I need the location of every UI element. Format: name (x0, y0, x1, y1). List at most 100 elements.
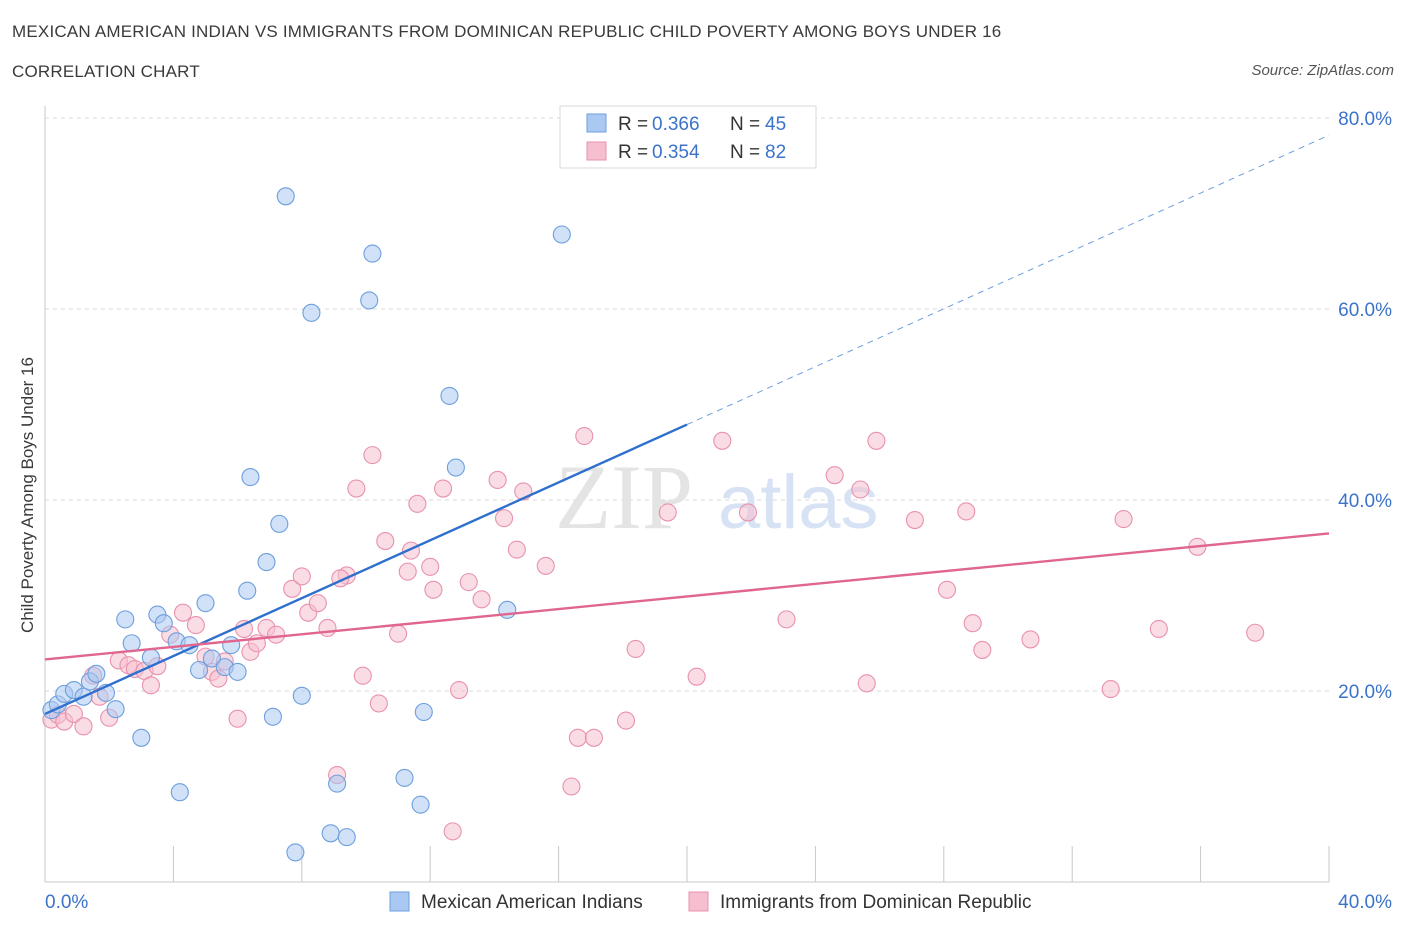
blue-point (411, 795, 430, 814)
pink-trendline (44, 532, 1330, 661)
stats-legend-r-label: R = (618, 114, 648, 135)
pink-point (488, 470, 507, 489)
pink-point (658, 503, 677, 522)
pink-point (443, 822, 462, 841)
pink-point (450, 680, 469, 700)
pink-point (318, 618, 337, 638)
tick-labels: 20.0% 40.0% 60.0% 80.0% 0.0% 40.0% (45, 109, 1392, 913)
pink-point (867, 431, 886, 450)
blue-point (328, 774, 347, 793)
blue-point (241, 468, 260, 487)
blue-point (360, 291, 379, 310)
pink-point (536, 556, 555, 575)
pink-point (963, 614, 982, 633)
pink-point (851, 480, 870, 499)
pink-point (616, 711, 636, 730)
pink-point (228, 709, 247, 728)
blue-point (154, 614, 173, 633)
pink-point (973, 640, 992, 659)
blue-point (337, 828, 356, 847)
pink-point (905, 511, 924, 530)
blue-point (132, 728, 151, 747)
blue-point (238, 581, 257, 600)
pink-point (398, 562, 417, 581)
blue-point (257, 553, 276, 572)
legend-label-pink: Immigrants from Dominican Republic (720, 892, 1032, 913)
pink-point (64, 704, 83, 723)
pink-point (738, 503, 758, 522)
pink-point (777, 610, 796, 629)
stats-legend-n-label: N = (730, 114, 760, 135)
trendlines (44, 134, 1330, 716)
pink-point (584, 728, 603, 747)
pink-point (1101, 680, 1120, 699)
blue-point (263, 707, 282, 726)
watermark-zip: ZIP (555, 446, 693, 548)
blue-point (276, 187, 295, 206)
series-legend: Mexican American Indians Immigrants from… (389, 891, 1032, 913)
stats-legend-blue-swatch (586, 113, 607, 133)
pink-point (1246, 623, 1265, 642)
legend-label-blue: Mexican American Indians (421, 892, 643, 913)
x-tick-label: 0.0% (45, 892, 88, 913)
pink-point (494, 509, 514, 528)
pink-point (173, 603, 193, 622)
pink-point (267, 625, 286, 644)
pink-point (575, 426, 594, 446)
blue-point (270, 514, 289, 533)
blue-point (302, 303, 321, 322)
blue-series-points (42, 187, 571, 862)
legend-swatch-pink (688, 891, 709, 912)
pink-point (1021, 630, 1040, 649)
pink-point (459, 573, 478, 592)
pink-point (507, 540, 526, 559)
pink-point (937, 580, 957, 599)
legend-swatch-blue (389, 891, 410, 912)
blue-trendline-extension (686, 134, 1330, 426)
pink-point (292, 567, 311, 586)
pink-point (1149, 619, 1168, 638)
pink-point (363, 446, 382, 465)
y-axis-label: Child Poverty Among Boys Under 16 (18, 357, 37, 633)
stats-legend-n-value: 45 (765, 114, 786, 135)
pink-series-points (42, 426, 1265, 841)
pink-point (957, 502, 976, 521)
blue-point (446, 458, 465, 477)
blue-point (190, 660, 209, 680)
gridlines (45, 117, 1329, 692)
blue-point (286, 843, 305, 862)
pink-point (562, 777, 581, 796)
y-tick-label: 20.0% (1338, 682, 1392, 703)
pink-point (408, 494, 427, 513)
stats-legend-pink-swatch (586, 141, 607, 161)
blue-point (440, 386, 459, 405)
blue-point (116, 610, 135, 629)
stats-legend-n-value: 82 (765, 142, 786, 163)
stats-legend-r-value: 0.366 (652, 114, 700, 135)
watermark-atlas: atlas (718, 460, 879, 545)
blue-point (106, 700, 125, 719)
stats-legend-r-value: 0.354 (652, 142, 700, 163)
pink-point (857, 674, 876, 693)
pink-point (424, 580, 443, 599)
stats-legend-n-label: N = (730, 142, 760, 163)
pink-point (472, 590, 491, 609)
pink-point (186, 616, 205, 635)
pink-point (347, 479, 366, 498)
y-tick-label: 40.0% (1338, 491, 1392, 512)
pink-point (141, 676, 160, 695)
pink-point (74, 717, 93, 736)
pink-point (308, 594, 327, 613)
pink-point (1114, 510, 1133, 529)
blue-point (552, 225, 571, 244)
blue-point (321, 824, 340, 843)
watermark: ZIP atlas (555, 446, 879, 548)
pink-point (353, 666, 372, 685)
pink-point (389, 624, 408, 643)
pink-point (568, 728, 587, 747)
blue-point (414, 702, 433, 722)
source-label: Source: ZipAtlas.com (1251, 62, 1394, 79)
pink-point (825, 466, 844, 485)
blue-point (363, 244, 382, 263)
